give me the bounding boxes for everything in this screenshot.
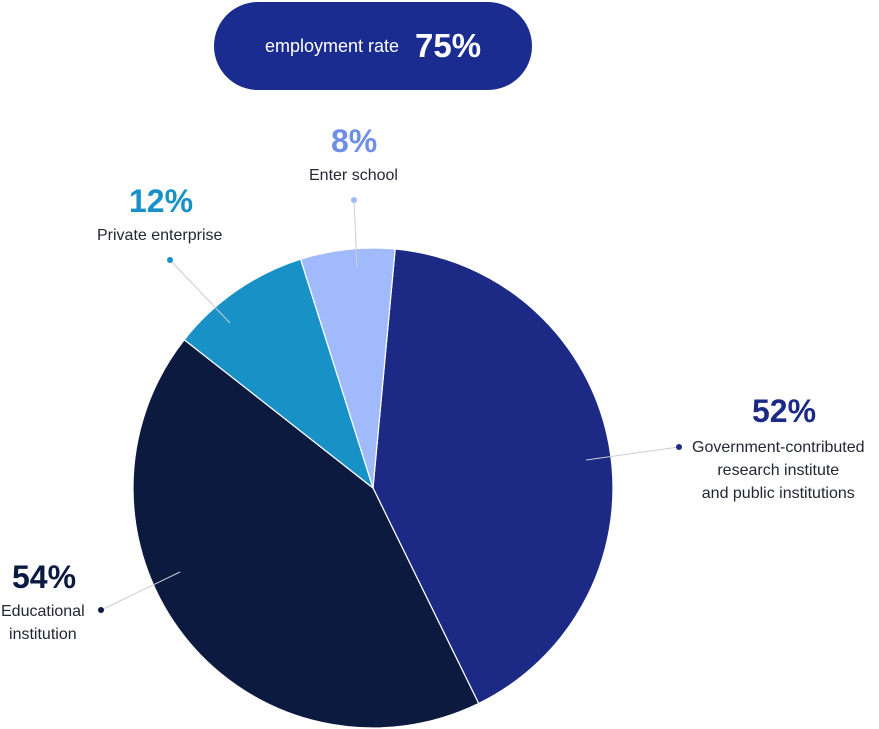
leader-line-enter-school <box>353 199 358 269</box>
dot-education <box>98 607 104 613</box>
dot-private <box>167 257 173 263</box>
slice-enter-school <box>299 247 396 489</box>
government-percent: 52% <box>752 393 817 429</box>
employment-rate-value: 75% <box>415 27 482 64</box>
leader-line-private <box>169 259 231 324</box>
leader-line-education <box>100 571 181 611</box>
private-enterprise-label: Private enterprise <box>97 227 223 244</box>
government-label-line-1: Government-contributed <box>692 439 865 456</box>
government-label-line-3: and public institutions <box>701 485 855 502</box>
government-label: Government-contributed research institut… <box>692 436 865 505</box>
employment-rate-label: employment rate <box>264 35 399 56</box>
slice-government <box>372 248 614 705</box>
education-label-line-1: Educational <box>1 603 85 620</box>
enter-school-percent: 8% <box>331 123 378 159</box>
education-label-line-2: institution <box>9 626 77 643</box>
dot-government <box>676 444 682 450</box>
enter-school-label: Enter school <box>309 167 398 184</box>
private-enterprise-percent: 12% <box>129 183 194 219</box>
employment-rate-badge: employment rate 75% <box>214 2 532 90</box>
government-label-line-2: research institute <box>717 462 840 479</box>
leader-line-government <box>585 446 680 461</box>
slice-education <box>132 338 480 729</box>
education-percent: 54% <box>12 559 77 595</box>
dot-enter-school <box>351 197 357 203</box>
education-label: Educational institution <box>1 600 85 646</box>
slice-private <box>183 258 375 490</box>
